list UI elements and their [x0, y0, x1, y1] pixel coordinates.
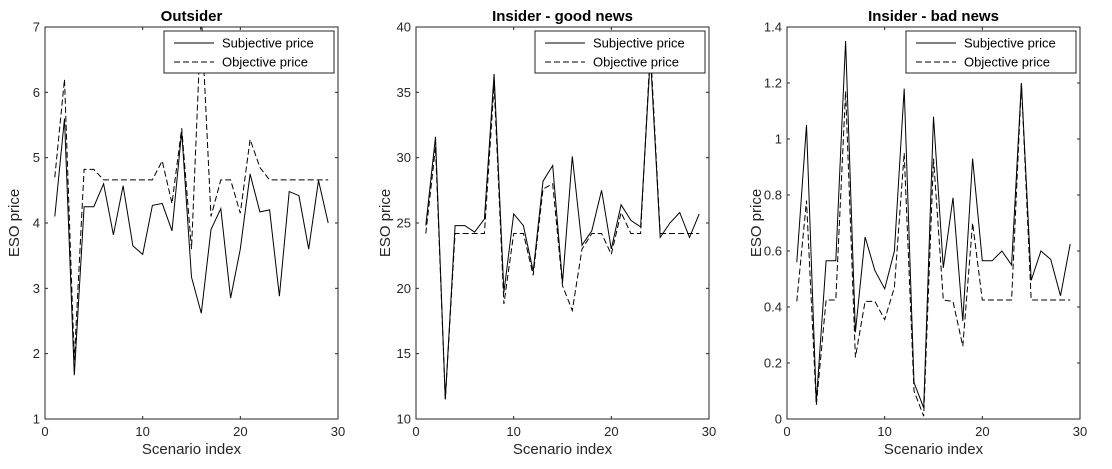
x-tick-label: 30 — [1073, 424, 1087, 439]
x-tick-label: 10 — [135, 424, 149, 439]
legend-box — [905, 30, 1077, 74]
x-axis-label: Scenario index — [884, 441, 984, 458]
panel-title: Insider - good news — [492, 8, 633, 25]
x-tick-label: 0 — [412, 424, 419, 439]
y-tick-label: 0.2 — [764, 356, 782, 371]
x-tick-label: 0 — [783, 424, 790, 439]
series-line-objective — [54, 27, 329, 361]
y-tick-label: 0.6 — [764, 244, 782, 259]
y-tick-label: 5 — [33, 150, 40, 165]
y-tick-label: 40 — [397, 20, 411, 35]
x-tick-label: 20 — [975, 424, 989, 439]
x-tick-label: 10 — [506, 424, 520, 439]
y-tick-label: 1 — [775, 132, 782, 147]
y-tick-label: 0.8 — [764, 188, 782, 203]
y-tick-label: 1.4 — [764, 20, 782, 35]
x-tick-label: 20 — [604, 424, 618, 439]
axes-box — [44, 26, 339, 420]
legend-label: Objective price — [593, 55, 679, 70]
y-tick-label: 2 — [33, 346, 40, 361]
series-line-objective — [425, 46, 700, 400]
y-tick-label: 15 — [397, 346, 411, 361]
legend: Subjective price Objective price — [905, 30, 1077, 74]
legend-label: Objective price — [964, 55, 1050, 70]
y-tick-label: 0.4 — [764, 300, 782, 315]
legend-box — [163, 30, 335, 74]
y-tick-label: 4 — [33, 216, 40, 231]
panel-title: Insider - bad news — [868, 8, 999, 25]
series-line-subjective — [54, 118, 329, 376]
chart-panel-3: 0 10 20 30 0 0.2 0.4 0.6 0.8 1 1.2 1.4 Insider - bad… — [748, 8, 1087, 458]
x-axis-label: Scenario index — [513, 441, 613, 458]
legend-label: Subjective price — [222, 36, 314, 51]
legend-label: Subjective price — [593, 36, 685, 51]
y-axis-label: ESO price — [6, 189, 23, 257]
legend-label: Subjective price — [964, 36, 1056, 51]
series-line-subjective — [425, 55, 700, 400]
y-tick-label: 1.2 — [764, 76, 782, 91]
x-tick-label: 10 — [877, 424, 891, 439]
x-tick-label: 20 — [233, 424, 247, 439]
series-line-subjective — [796, 40, 1071, 408]
legend: Subjective price Objective price — [163, 30, 335, 74]
y-axis-label: ESO price — [377, 189, 394, 257]
y-axis-label: ESO price — [748, 189, 765, 257]
y-tick-label: 1 — [33, 412, 40, 427]
y-tick-label: 25 — [397, 216, 411, 231]
chart-panel-1: 0 10 20 30 1 2 3 4 5 6 7 Outsider Scenario index ESO … — [6, 8, 345, 458]
x-tick-label: 30 — [331, 424, 345, 439]
legend-label: Objective price — [222, 55, 308, 70]
series-group — [796, 40, 1071, 417]
panel-title: Outsider — [161, 8, 223, 25]
axes-box — [786, 26, 1081, 420]
y-tick-label: 20 — [397, 281, 411, 296]
x-tick-label: 30 — [702, 424, 716, 439]
y-tick-label: 35 — [397, 85, 411, 100]
series-group — [54, 27, 329, 376]
x-axis-label: Scenario index — [142, 441, 242, 458]
y-tick-label: 0 — [775, 412, 782, 427]
series-group — [425, 46, 700, 400]
y-tick-label: 10 — [397, 412, 411, 427]
x-tick-label: 0 — [41, 424, 48, 439]
axes-box — [415, 26, 710, 420]
y-tick-label: 7 — [33, 20, 40, 35]
legend: Subjective price Objective price — [534, 30, 706, 74]
y-tick-label: 30 — [397, 150, 411, 165]
legend-box — [534, 30, 706, 74]
y-tick-label: 3 — [33, 281, 40, 296]
series-line-objective — [796, 82, 1071, 417]
y-tick-label: 6 — [33, 85, 40, 100]
